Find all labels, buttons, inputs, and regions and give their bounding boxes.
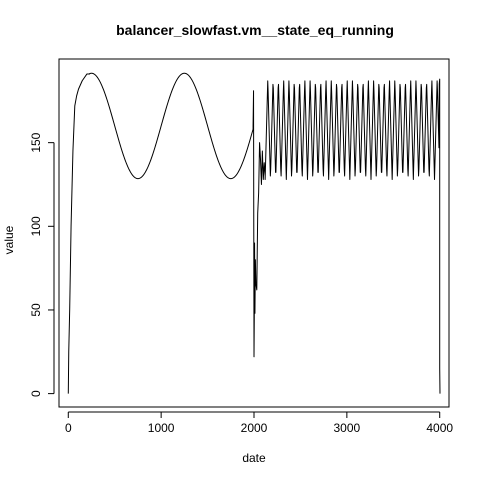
plot-frame xyxy=(58,58,450,408)
y-tick-label: 0 xyxy=(29,390,43,397)
x-axis-label: date xyxy=(242,451,266,465)
y-tick-label: 150 xyxy=(29,132,43,152)
y-tick-label: 50 xyxy=(29,303,43,317)
x-tick-label: 3000 xyxy=(334,421,361,435)
x-tick-label: 0 xyxy=(65,421,72,435)
series-layer xyxy=(67,72,441,394)
x-tick-label: 2000 xyxy=(241,421,268,435)
chart-title: balancer_slowfast.vm__state_eq_running xyxy=(116,22,394,38)
y-tick-label: 100 xyxy=(29,216,43,236)
axes: 0 1000 2000 3000 4000 0 50 100 150 xyxy=(29,58,453,435)
y-axis-label: value xyxy=(2,225,16,254)
x-tick-label: 4000 xyxy=(426,421,453,435)
x-tick-label: 1000 xyxy=(148,421,175,435)
series-line-value xyxy=(67,72,441,394)
